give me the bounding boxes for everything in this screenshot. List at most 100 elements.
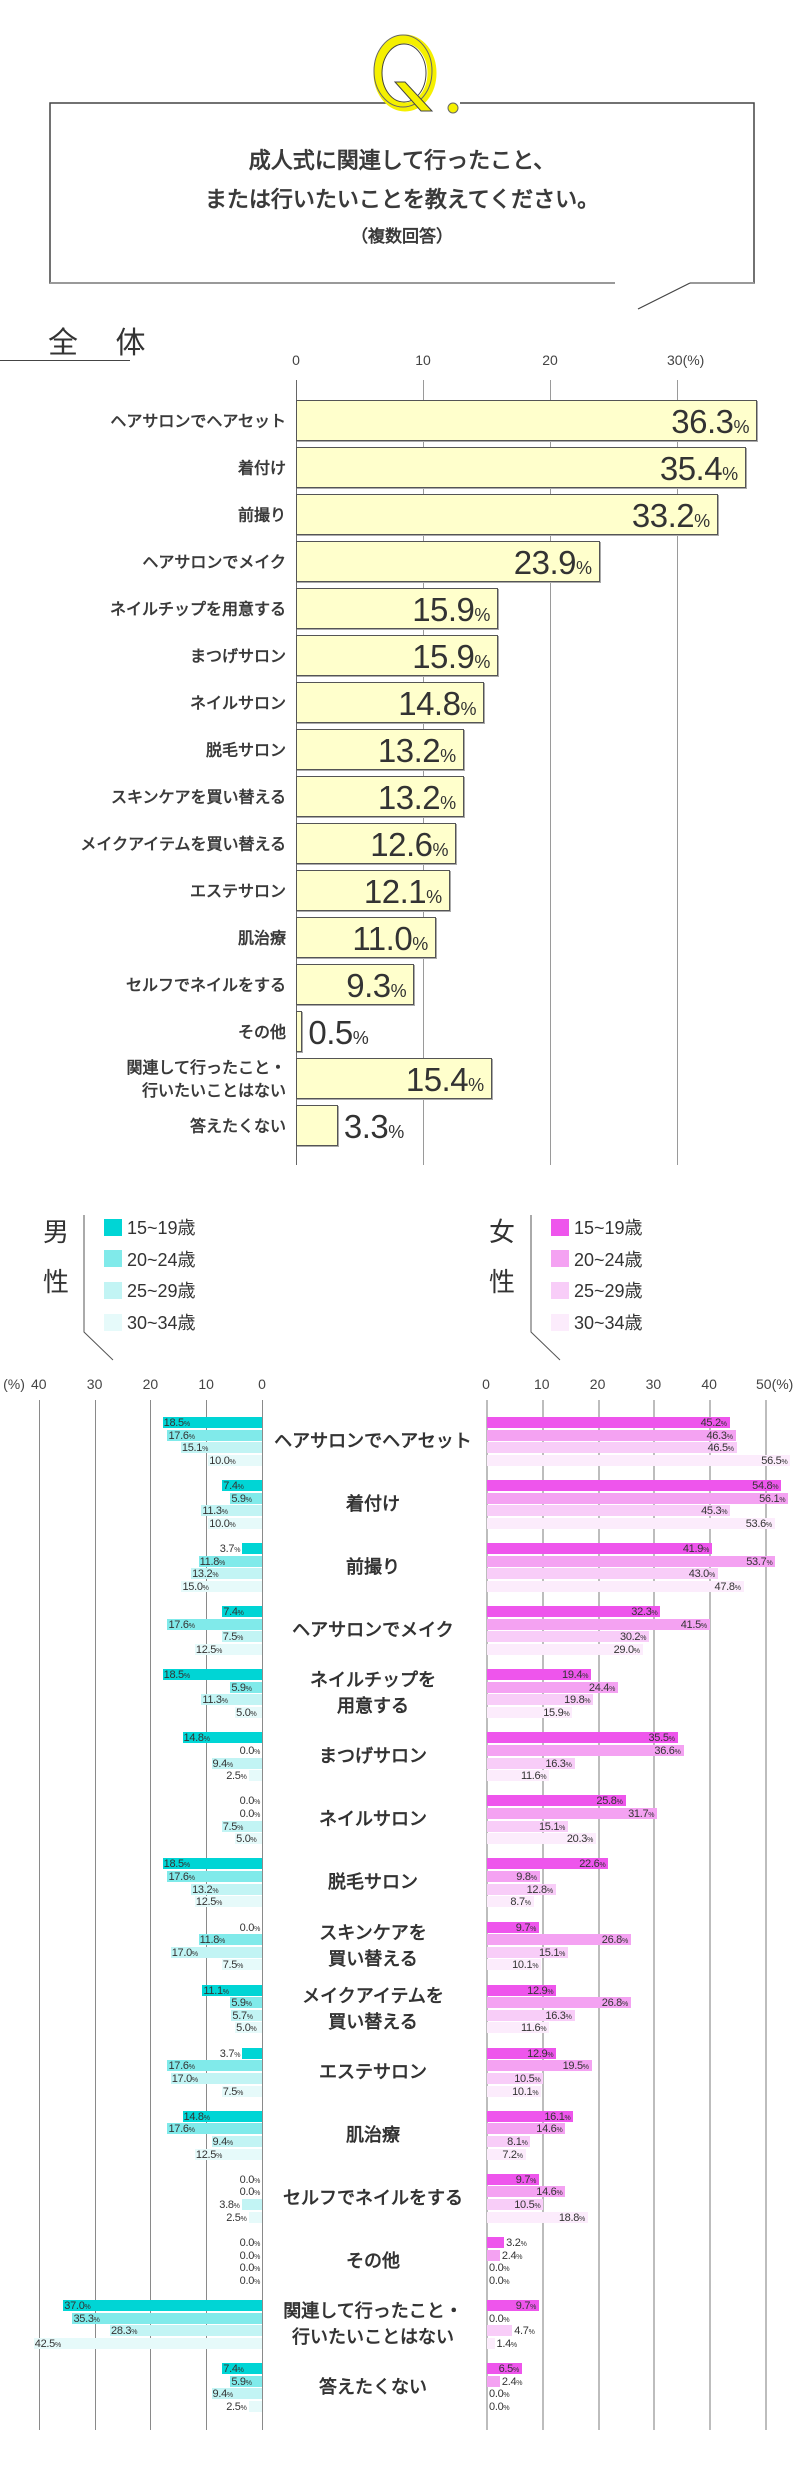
male-bar — [211, 2388, 262, 2400]
male-bar — [248, 2400, 262, 2412]
male-legend-swatch — [104, 1218, 122, 1236]
data-label: 9.3% — [346, 966, 407, 1004]
male-bar — [191, 1883, 262, 1895]
female-bar — [487, 1858, 609, 1870]
male-data-label: 0.0% — [239, 2173, 261, 2186]
female-gridline — [541, 1400, 544, 2430]
male-data-label: 5.9% — [231, 1492, 252, 1505]
female-data-label: 2.4% — [501, 2375, 523, 2388]
male-bar — [182, 1732, 262, 1744]
male-data-label: 13.2% — [192, 1568, 219, 1581]
male-title-char: 男 — [42, 1218, 69, 1248]
bar — [296, 729, 464, 770]
category-label: ヘアサロンでヘアセット — [110, 411, 286, 430]
category-label: その他 — [237, 1022, 286, 1041]
gridline — [296, 380, 297, 1165]
female-legend-bracket — [530, 1215, 561, 1361]
data-label: 13.2% — [377, 778, 456, 816]
male-bar — [235, 1833, 262, 1845]
female-bar — [487, 2325, 513, 2337]
female-data-label: 15.9% — [543, 1707, 570, 1720]
female-data-label: 10.1% — [512, 1959, 539, 1972]
female-bar — [487, 1744, 684, 1756]
female-data-label: 12.9% — [527, 1984, 554, 1997]
female-data-label: 20.3% — [566, 1833, 594, 1846]
female-bar — [487, 1669, 592, 1681]
male-legend-label: 30~34歳 — [127, 1313, 196, 1334]
male-bar — [211, 2135, 262, 2147]
category-label: メイクアイテムを買い替える — [80, 834, 286, 853]
female-data-label: 25.8% — [596, 1795, 623, 1808]
male-data-label: 18.5% — [163, 1669, 190, 1682]
female-bar — [487, 1959, 542, 1971]
male-data-label: 11.3% — [202, 1694, 228, 1707]
data-label: 35.4% — [659, 449, 738, 487]
bar — [296, 635, 498, 676]
male-bar — [181, 1580, 262, 1592]
female-bar — [487, 1833, 596, 1845]
male-data-label: 17.6% — [168, 1618, 195, 1631]
data-label: 14.8% — [398, 684, 476, 722]
male-data-label: 2.5% — [226, 2400, 247, 2413]
data-label: 0.5% — [308, 1013, 369, 1051]
male-bar — [162, 1417, 262, 1428]
female-bar — [487, 2173, 540, 2185]
female-bar — [487, 2337, 495, 2349]
male-gridline — [94, 1400, 96, 2430]
female-bar — [487, 2060, 592, 2072]
male-bar — [180, 1442, 262, 1454]
male-bar — [167, 1618, 262, 1630]
male-data-label: 11.3% — [202, 1505, 228, 1518]
female-data-label: 32.3% — [631, 1606, 658, 1619]
male-bar — [167, 2123, 262, 2135]
male-data-label: 17.0% — [171, 2072, 198, 2085]
female-data-label: 15.1% — [538, 1820, 566, 1833]
female-bar — [487, 1934, 631, 1946]
category-label: ヘアサロンでメイク — [292, 1620, 454, 1642]
female-bar — [487, 2236, 505, 2248]
male-bar — [211, 1757, 262, 1769]
category-label: 関連して行ったこと・ 行いたいことはない — [283, 2300, 463, 2348]
male-legend-swatch — [104, 1250, 122, 1268]
gridline — [550, 380, 551, 1165]
category-label: 着付け — [346, 1494, 400, 1516]
female-data-label: 12.9% — [527, 2047, 554, 2060]
male-bar — [221, 1631, 262, 1643]
female-data-label: 16.3% — [545, 1757, 572, 1770]
bar — [296, 964, 415, 1005]
male-bar — [167, 1871, 262, 1883]
female-bar — [487, 1707, 573, 1719]
female-data-label: 9.7% — [515, 2173, 537, 2186]
female-data-label: 6.5% — [498, 2363, 520, 2376]
female-title-char: 性 — [488, 1268, 515, 1298]
female-data-label: 3.2% — [506, 2236, 527, 2249]
male-data-label: 7.5% — [222, 1631, 244, 1644]
female-legend-label: 25~29歳 — [574, 1281, 643, 1302]
category-label: ヘアサロンでヘアセット — [274, 1431, 472, 1452]
male-bar — [110, 2325, 262, 2337]
male-legend-label: 20~24歳 — [127, 1249, 196, 1270]
female-bar — [487, 1543, 712, 1555]
female-data-label: 26.8% — [601, 1934, 628, 1947]
female-data-label: 46.3% — [706, 1429, 733, 1442]
x-tick-label: 10 — [415, 352, 431, 368]
bar — [296, 588, 498, 629]
female-bar — [487, 2186, 566, 2198]
female-data-label: 46.5% — [707, 1442, 734, 1455]
female-bar — [487, 2249, 500, 2261]
female-data-label: 29.0% — [613, 1644, 640, 1656]
female-data-label: 43.0% — [688, 1568, 715, 1581]
female-bar — [487, 2047, 557, 2059]
male-data-label: 5.0% — [236, 2022, 257, 2035]
female-bar — [487, 2299, 540, 2311]
female-legend-label: 15~19歳 — [574, 1218, 643, 1238]
category-label: スキンケアを買い替える — [110, 787, 286, 806]
male-bar — [222, 2363, 262, 2375]
male-data-label: 35.3% — [73, 2312, 100, 2325]
male-bar — [221, 1959, 262, 1971]
female-data-label: 24.4% — [588, 1681, 616, 1694]
female-legend-label: 30~34歳 — [574, 1313, 643, 1334]
female-bar — [487, 1442, 737, 1454]
female-data-label: 18.8% — [558, 2211, 585, 2224]
female-bar — [487, 1517, 775, 1529]
